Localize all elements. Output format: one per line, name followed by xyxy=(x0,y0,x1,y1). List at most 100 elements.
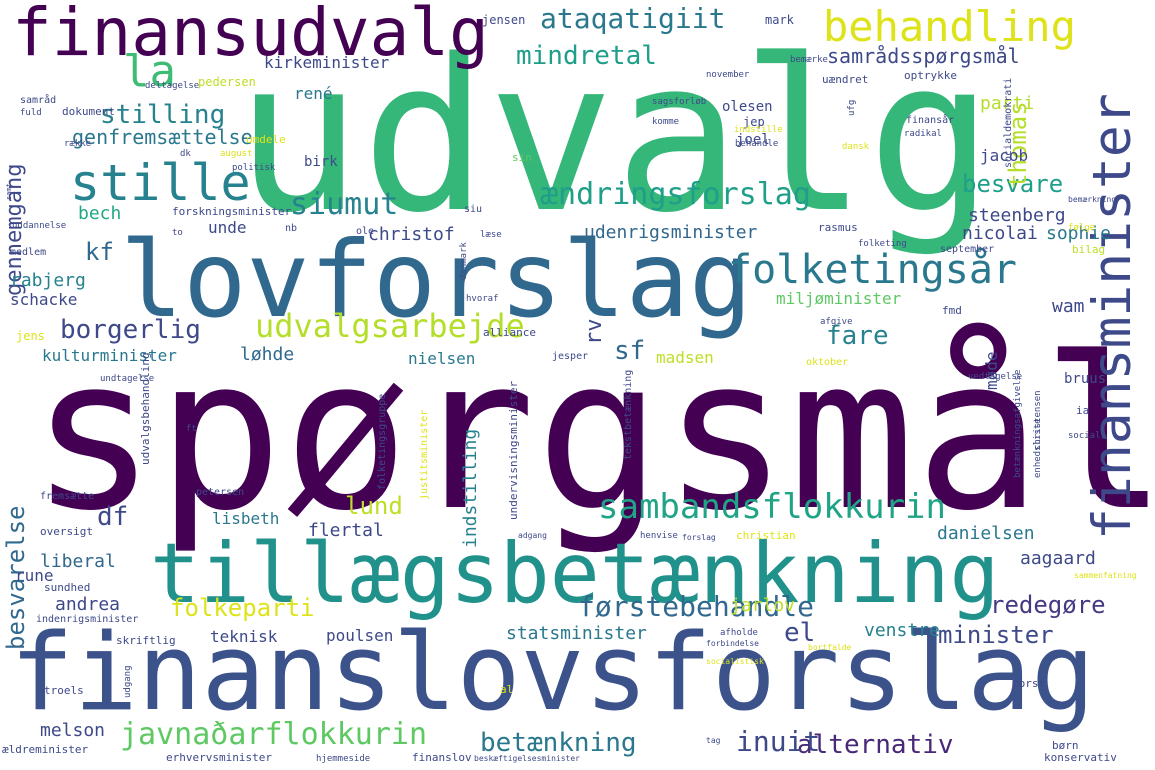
cloud-word: adgang xyxy=(518,531,547,540)
cloud-word: melson xyxy=(40,720,106,741)
cloud-word: hvoraf xyxy=(466,294,499,304)
cloud-word: rasmus xyxy=(818,221,858,234)
cloud-word: afgive xyxy=(820,317,853,327)
cloud-word: jacob xyxy=(980,146,1029,165)
cloud-word: bruus xyxy=(1064,371,1107,387)
cloud-word: henvise xyxy=(640,531,678,541)
cloud-word: indstille xyxy=(734,125,783,135)
cloud-word: finansudvalg xyxy=(12,0,489,71)
cloud-word: samrådsspørgsmål xyxy=(827,44,1020,68)
cloud-word: sammenfatning xyxy=(1074,571,1137,580)
cloud-word: socialistisk xyxy=(706,657,764,666)
cloud-word: kulturminister xyxy=(42,346,177,365)
cloud-word: rv xyxy=(582,318,607,346)
cloud-word: politisk xyxy=(232,163,276,173)
cloud-word: unde xyxy=(208,218,247,237)
cloud-word: lovforslag xyxy=(120,219,753,341)
cloud-word: nicolai xyxy=(962,223,1038,244)
cloud-word: erhvervsminister xyxy=(166,751,272,764)
cloud-word: dokument xyxy=(62,105,115,118)
cloud-word: uændret xyxy=(822,73,869,86)
cloud-word: poulsen xyxy=(326,626,394,645)
cloud-word: teknisk xyxy=(210,627,278,646)
cloud-word: sagsforløb xyxy=(652,97,707,107)
cloud-word: ufg xyxy=(847,99,857,116)
cloud-word: jensen xyxy=(482,13,526,27)
cloud-word: torst xyxy=(1012,677,1046,690)
cloud-word: tillægsbetænkning xyxy=(150,525,1000,622)
cloud-word: vedtagelse xyxy=(968,372,1023,382)
cloud-word: undervisningsminister xyxy=(507,380,520,520)
cloud-word: sin xyxy=(512,151,532,164)
cloud-word: petersen xyxy=(196,487,245,498)
cloud-word: parti xyxy=(980,93,1035,114)
cloud-word: udgang xyxy=(123,665,133,698)
cloud-word: aagaard xyxy=(1020,548,1096,569)
cloud-word: enhedsliste xyxy=(1033,418,1043,478)
cloud-word: justitsminister xyxy=(419,409,430,500)
cloud-word: omdele xyxy=(246,133,286,146)
cloud-word: betænkningsafgivelse xyxy=(1013,369,1023,478)
cloud-word: redegøre xyxy=(990,591,1106,619)
cloud-word: fare xyxy=(826,321,889,351)
cloud-word: førstebehandle xyxy=(578,590,815,623)
cloud-word: oktober xyxy=(806,357,849,368)
cloud-word: borgerlig xyxy=(60,315,201,345)
cloud-word: tag xyxy=(706,736,721,745)
cloud-word: undtagelse xyxy=(100,374,155,384)
cloud-word: august xyxy=(220,149,253,159)
cloud-word: deltagelse xyxy=(145,81,200,91)
cloud-word: dk xyxy=(180,149,191,159)
cloud-word: nb xyxy=(285,223,298,234)
cloud-word: flertal xyxy=(308,520,384,541)
cloud-word: schacke xyxy=(10,290,78,309)
cloud-word: ataqatigiit xyxy=(540,2,726,35)
cloud-word: troels xyxy=(44,684,84,697)
cloud-word: beskæftigelsesminister xyxy=(474,754,580,763)
cloud-word: la xyxy=(123,46,176,97)
cloud-word: sophie xyxy=(1046,223,1112,244)
cloud-word: ft xyxy=(186,424,197,434)
cloud-word: betænkning xyxy=(480,728,637,758)
cloud-word: liberal xyxy=(40,551,116,572)
cloud-word: fremsætte xyxy=(40,491,95,502)
cloud-word: mindretal xyxy=(516,41,657,71)
cloud-word: joel xyxy=(736,132,770,148)
cloud-word: fuld xyxy=(20,108,42,118)
cloud-word: spørgsmål xyxy=(30,312,1155,557)
cloud-word: indenrigsminister xyxy=(36,614,139,625)
cloud-word: folkeparti xyxy=(170,594,315,622)
cloud-word: ændringsforslag xyxy=(540,177,811,212)
cloud-word: indstilling xyxy=(460,428,481,548)
cloud-word: udvalgsbehandling xyxy=(139,352,152,465)
cloud-word: to xyxy=(172,228,183,238)
cloud-word: finansår xyxy=(906,115,955,126)
cloud-word: følge xyxy=(1068,223,1096,233)
cloud-word: samt xyxy=(5,183,13,200)
cloud-word: el xyxy=(784,618,816,648)
cloud-word: behandle xyxy=(735,139,779,149)
cloud-word: medlem xyxy=(10,247,47,258)
cloud-word: miljøminister xyxy=(776,289,902,308)
cloud-word: rune xyxy=(15,566,54,585)
cloud-word: besvare xyxy=(962,170,1064,198)
cloud-word: række xyxy=(64,139,92,149)
cloud-word: mark xyxy=(765,13,794,27)
cloud-word: samråd xyxy=(20,95,57,106)
cloud-word: inuit xyxy=(736,725,821,758)
cloud-word: ia xyxy=(1076,404,1090,417)
cloud-word: sambandsflokkurin xyxy=(598,487,946,527)
cloud-word: df xyxy=(97,502,129,532)
cloud-word: hjemmeside xyxy=(316,754,371,764)
cloud-word: bilag xyxy=(1072,243,1106,256)
cloud-word: socialdemokrati xyxy=(1003,77,1014,168)
cloud-word: sf xyxy=(614,336,646,366)
cloud-word: birk xyxy=(304,154,338,170)
cloud-word: kf xyxy=(85,238,114,266)
cloud-word: danmark xyxy=(459,242,469,280)
cloud-word: christof xyxy=(368,224,455,245)
cloud-word: folketingsår xyxy=(728,247,1017,293)
cloud-word: siumut xyxy=(290,187,399,222)
cloud-word: forslag xyxy=(682,533,716,542)
